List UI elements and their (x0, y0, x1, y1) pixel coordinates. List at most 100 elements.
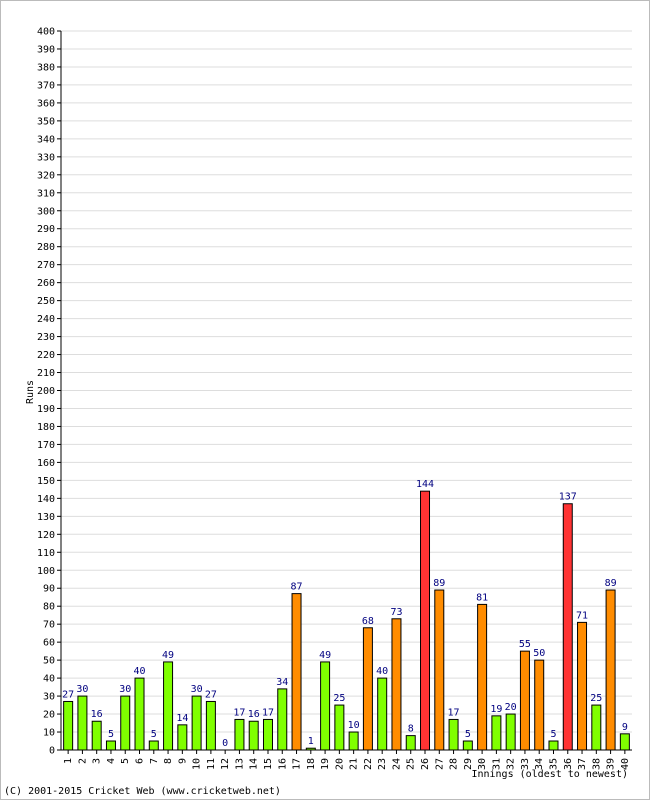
y-tick-label: 310 (37, 188, 55, 199)
y-tick-label: 190 (37, 404, 55, 415)
bar-value-label: 5 (465, 729, 471, 740)
bar-value-label: 17 (233, 707, 245, 718)
bar-value-label: 87 (291, 582, 303, 593)
bar-value-label: 5 (151, 729, 157, 740)
y-tick-label: 10 (43, 728, 55, 739)
y-tick-label: 220 (37, 350, 55, 361)
bar (562, 503, 573, 751)
bar-value-label: 16 (248, 709, 260, 720)
x-tick-label: 39 (606, 758, 617, 770)
y-tick-label: 70 (43, 620, 55, 631)
y-tick-label: 200 (37, 386, 55, 397)
bar-value-label: 8 (408, 724, 414, 735)
x-tick-label: 11 (206, 758, 217, 770)
y-tick-label: 230 (37, 332, 55, 343)
bar-value-label: 17 (262, 707, 274, 718)
bar (163, 661, 174, 751)
x-tick-label: 33 (520, 758, 531, 770)
x-tick-label: 8 (163, 758, 174, 764)
bar-value-label: 30 (76, 684, 88, 695)
y-tick-label: 40 (43, 674, 55, 685)
x-tick-label: 28 (449, 758, 460, 770)
copyright-notice: (C) 2001-2015 Cricket Web (www.cricketwe… (4, 786, 281, 797)
bar (262, 718, 273, 751)
y-tick-label: 60 (43, 638, 55, 649)
y-tick-label: 400 (37, 27, 55, 38)
bar (377, 677, 388, 751)
x-tick-label: 29 (463, 758, 474, 770)
x-tick-label: 27 (434, 758, 445, 770)
y-tick-label: 30 (43, 692, 55, 703)
bar-value-label: 137 (559, 492, 577, 503)
x-tick-label: 14 (249, 758, 260, 770)
x-tick-label: 4 (106, 758, 117, 764)
bar-value-label: 50 (533, 648, 545, 659)
bar (334, 704, 345, 751)
y-tick-label: 240 (37, 314, 55, 325)
x-tick-label: 40 (620, 758, 631, 770)
x-tick-label: 10 (192, 758, 203, 770)
y-tick-label: 360 (37, 98, 55, 109)
y-tick-label: 90 (43, 584, 55, 595)
x-tick-label: 2 (77, 758, 88, 764)
y-tick-label: 290 (37, 224, 55, 235)
x-tick-label: 6 (135, 758, 146, 764)
y-tick-label: 270 (37, 260, 55, 271)
x-tick-label: 19 (320, 758, 331, 770)
x-tick-label: 38 (591, 758, 602, 770)
bar-value-label: 5 (108, 729, 114, 740)
bar (77, 695, 88, 751)
bar-value-label: 89 (605, 578, 617, 589)
y-tick-label: 340 (37, 134, 55, 145)
y-axis-title: Runs (25, 380, 36, 404)
bar-value-label: 1 (308, 736, 314, 747)
y-tick-label: 330 (37, 152, 55, 163)
bar (519, 650, 530, 751)
bar (63, 700, 74, 751)
x-tick-label: 26 (420, 758, 431, 770)
bar-value-label: 49 (319, 650, 331, 661)
y-tick-label: 140 (37, 494, 55, 505)
x-tick-label: 37 (577, 758, 588, 770)
x-tick-label: 16 (277, 758, 288, 770)
bar (205, 700, 216, 751)
y-tick-label: 80 (43, 602, 55, 613)
bar-value-label: 17 (448, 707, 460, 718)
x-tick-label: 5 (120, 758, 131, 764)
bar (291, 593, 302, 751)
bar-value-label: 73 (390, 607, 402, 618)
bar (591, 704, 602, 751)
y-tick-label: 260 (37, 278, 55, 289)
bar-value-label: 68 (362, 616, 374, 627)
bar-value-label: 30 (119, 684, 131, 695)
y-tick-label: 150 (37, 476, 55, 487)
y-tick-label: 180 (37, 422, 55, 433)
x-tick-label: 7 (149, 758, 160, 764)
y-tick-label: 300 (37, 206, 55, 217)
bar (434, 589, 445, 751)
x-tick-label: 35 (548, 758, 559, 770)
x-tick-label: 34 (534, 758, 545, 770)
bar-value-label: 49 (162, 650, 174, 661)
bar (477, 603, 488, 751)
bar (462, 740, 473, 751)
x-axis-ticks: 1 2 3 4 5 6 7 8 9 10 11 12 13 14 15 16 17 18 19 20 21 22 23 24 2… (63, 750, 631, 770)
x-tick-label: 3 (92, 758, 103, 764)
bar-value-label: 9 (622, 722, 628, 733)
y-tick-label: 170 (37, 440, 55, 451)
bar (534, 659, 545, 751)
bar-value-label: 14 (176, 713, 188, 724)
gridlines (61, 30, 632, 751)
bar (391, 618, 402, 751)
bar (448, 718, 459, 751)
bar-value-label: 81 (476, 592, 488, 603)
x-tick-label: 18 (306, 758, 317, 770)
bar-value-label: 27 (62, 689, 74, 700)
x-tick-label: 13 (234, 758, 245, 770)
y-tick-label: 390 (37, 44, 55, 55)
bar (362, 627, 373, 751)
y-tick-label: 370 (37, 80, 55, 91)
y-tick-label: 110 (37, 548, 55, 559)
x-tick-label: 17 (292, 758, 303, 770)
